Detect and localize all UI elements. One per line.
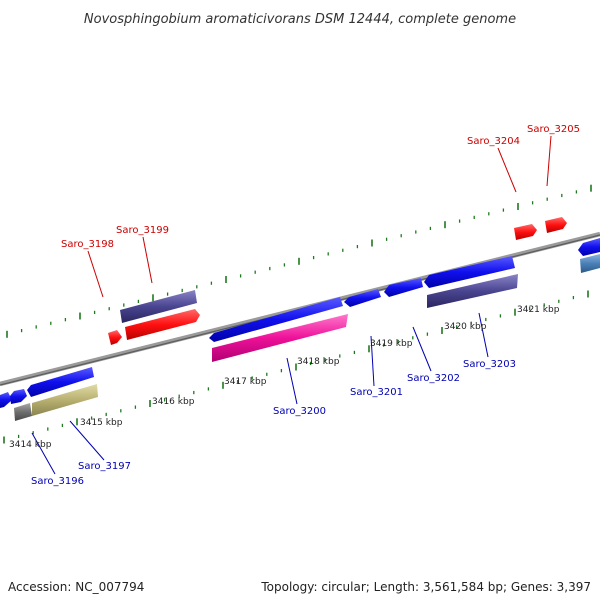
- feature-track-top: [108, 217, 567, 345]
- tick-track-bottom: [3, 290, 589, 444]
- gene-label-saro-3199[interactable]: Saro_3199: [116, 225, 169, 236]
- gene-arrow[interactable]: [212, 314, 348, 362]
- gene-label-saro-3205[interactable]: Saro_3205: [527, 124, 580, 135]
- gene-label-saro-3202[interactable]: Saro_3202: [407, 373, 460, 384]
- gene-arrow[interactable]: [32, 384, 98, 416]
- accession-label: Accession: NC_007794: [8, 580, 145, 594]
- gene-arrow[interactable]: [514, 224, 537, 240]
- gene-label-saro-3198[interactable]: Saro_3198: [61, 239, 114, 250]
- gene-arrow[interactable]: [580, 254, 600, 273]
- gene-label-saro-3201[interactable]: Saro_3201: [350, 387, 403, 398]
- scale-label: 3416 kbp: [152, 397, 195, 407]
- feature-track-bottom: [0, 238, 600, 421]
- gene-label-saro-3197[interactable]: Saro_3197: [78, 461, 131, 472]
- gene-arrow[interactable]: [545, 217, 567, 233]
- gene-arrow[interactable]: [424, 256, 515, 288]
- gene-arrow[interactable]: [384, 278, 423, 297]
- genome-title: Novosphingobium aromaticivorans DSM 1244…: [84, 12, 516, 27]
- scale-labels: 3414 kbp 3415 kbp 3416 kbp 3417 kbp 3418…: [9, 305, 560, 450]
- scale-label: 3415 kbp: [80, 418, 123, 428]
- gene-arrow[interactable]: [125, 309, 200, 340]
- gene-arrow[interactable]: [14, 403, 32, 421]
- gene-arrow[interactable]: [578, 238, 600, 256]
- gene-label-saro-3200[interactable]: Saro_3200: [273, 406, 326, 417]
- scale-label: 3419 kbp: [370, 339, 413, 349]
- gene-arrow[interactable]: [120, 290, 197, 323]
- leader-lines-top: [87, 135, 552, 298]
- scale-label: 3421 kbp: [517, 305, 560, 315]
- leader-lines-bottom: [31, 312, 489, 475]
- gene-label-saro-3196[interactable]: Saro_3196: [31, 476, 84, 487]
- gene-labels-top: Saro_3198 Saro_3199 Saro_3204 Saro_3205: [61, 124, 580, 250]
- gene-arrow[interactable]: [209, 297, 343, 342]
- scale-label: 3417 kbp: [224, 377, 267, 387]
- gene-labels-bottom: Saro_3196 Saro_3197 Saro_3200 Saro_3201 …: [31, 359, 516, 487]
- gene-arrow[interactable]: [108, 330, 122, 345]
- gene-arrow[interactable]: [0, 392, 12, 408]
- scale-label: 3418 kbp: [297, 357, 340, 367]
- tick-track-top: [6, 184, 592, 338]
- gene-arrow[interactable]: [10, 389, 27, 404]
- gene-arrow[interactable]: [27, 367, 94, 397]
- scale-label: 3420 kbp: [444, 322, 487, 332]
- scale-label: 3414 kbp: [9, 440, 52, 450]
- genome-summary: Topology: circular; Length: 3,561,584 bp…: [261, 580, 591, 594]
- gene-arrow[interactable]: [344, 289, 381, 307]
- gene-label-saro-3203[interactable]: Saro_3203: [463, 359, 516, 370]
- gene-arrow[interactable]: [427, 274, 518, 308]
- gene-label-saro-3204[interactable]: Saro_3204: [467, 136, 520, 147]
